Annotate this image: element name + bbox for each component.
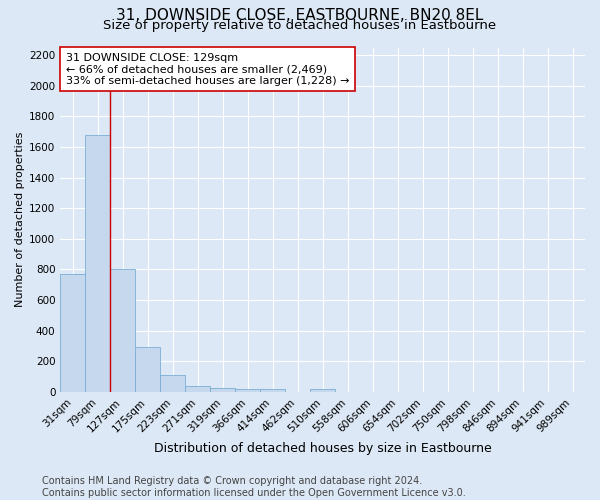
Y-axis label: Number of detached properties: Number of detached properties xyxy=(15,132,25,308)
Bar xyxy=(160,375,185,392)
Bar xyxy=(110,270,135,392)
Text: 31 DOWNSIDE CLOSE: 129sqm
← 66% of detached houses are smaller (2,469)
33% of se: 31 DOWNSIDE CLOSE: 129sqm ← 66% of detac… xyxy=(65,52,349,86)
Bar xyxy=(135,347,160,392)
Bar xyxy=(85,135,110,392)
Bar xyxy=(235,388,260,392)
Text: Contains HM Land Registry data © Crown copyright and database right 2024.
Contai: Contains HM Land Registry data © Crown c… xyxy=(42,476,466,498)
Bar xyxy=(185,386,210,392)
Bar xyxy=(260,389,285,392)
Bar xyxy=(310,388,335,392)
Text: 31, DOWNSIDE CLOSE, EASTBOURNE, BN20 8EL: 31, DOWNSIDE CLOSE, EASTBOURNE, BN20 8EL xyxy=(116,8,484,22)
Bar xyxy=(210,388,235,392)
X-axis label: Distribution of detached houses by size in Eastbourne: Distribution of detached houses by size … xyxy=(154,442,491,455)
Bar xyxy=(60,274,85,392)
Text: Size of property relative to detached houses in Eastbourne: Size of property relative to detached ho… xyxy=(103,19,497,32)
